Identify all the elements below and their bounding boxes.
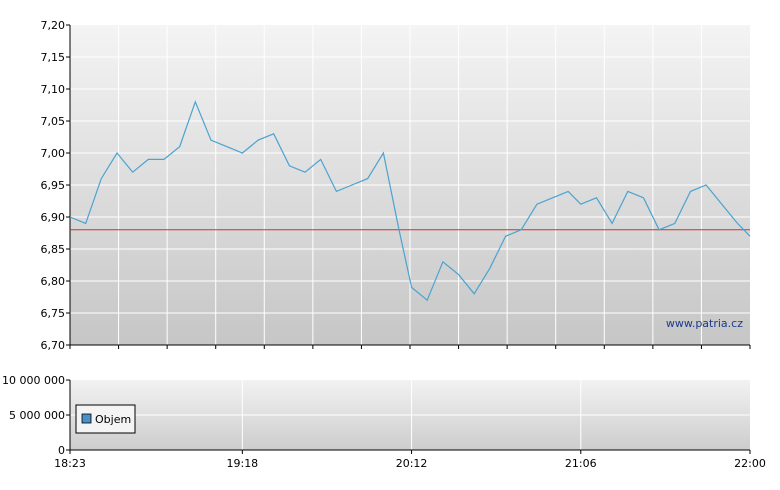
price-y-tick-label: 6,90	[41, 211, 66, 224]
price-y-tick-label: 7,05	[41, 115, 66, 128]
volume-y-tick-label: 10 000 000	[2, 374, 65, 387]
price-series-line	[69, 100, 751, 302]
volume-y-tick-label: 0	[58, 444, 65, 457]
volume-grid	[70, 380, 750, 450]
price-y-tick-label: 7,00	[41, 147, 66, 160]
volume-panel: 10 000 000 5 000 000 0 18:23 19:18 20:12 21:0…	[2, 374, 766, 470]
price-y-tick-label: 7,20	[41, 19, 66, 32]
volume-y-tick-label: 5 000 000	[9, 409, 65, 422]
price-panel: 7,20 7,15 7,10 7,05 7,00 6,95 6,90 6,85 6,80 6,75…	[41, 19, 751, 352]
price-y-tick-label: 6,85	[41, 243, 66, 256]
price-y-tick-label: 7,15	[41, 51, 66, 64]
volume-x-axis: 18:23 19:18 20:12 21:06 22:00	[54, 450, 766, 470]
x-tick-label: 22:00	[734, 457, 766, 470]
volume-y-axis: 10 000 000 5 000 000 0	[2, 374, 70, 457]
price-y-tick-label: 6,80	[41, 275, 66, 288]
price-grid	[70, 25, 750, 345]
legend-label: Objem	[95, 413, 131, 426]
price-x-ticks	[69, 345, 751, 349]
x-tick-label: 20:12	[396, 457, 428, 470]
price-y-tick-label: 6,70	[41, 339, 66, 352]
price-y-axis: 7,20 7,15 7,10 7,05 7,00 6,95 6,90 6,85 6,80 6,75…	[41, 19, 70, 352]
x-tick-label: 19:18	[226, 457, 258, 470]
legend: Objem	[75, 404, 136, 434]
price-y-tick-label: 6,95	[41, 179, 66, 192]
watermark: www.patria.cz	[666, 317, 743, 330]
price-y-tick-label: 7,10	[41, 83, 66, 96]
x-tick-label: 18:23	[54, 457, 86, 470]
x-tick-label: 21:06	[565, 457, 597, 470]
legend-swatch	[81, 413, 92, 424]
price-y-tick-label: 6,75	[41, 307, 66, 320]
